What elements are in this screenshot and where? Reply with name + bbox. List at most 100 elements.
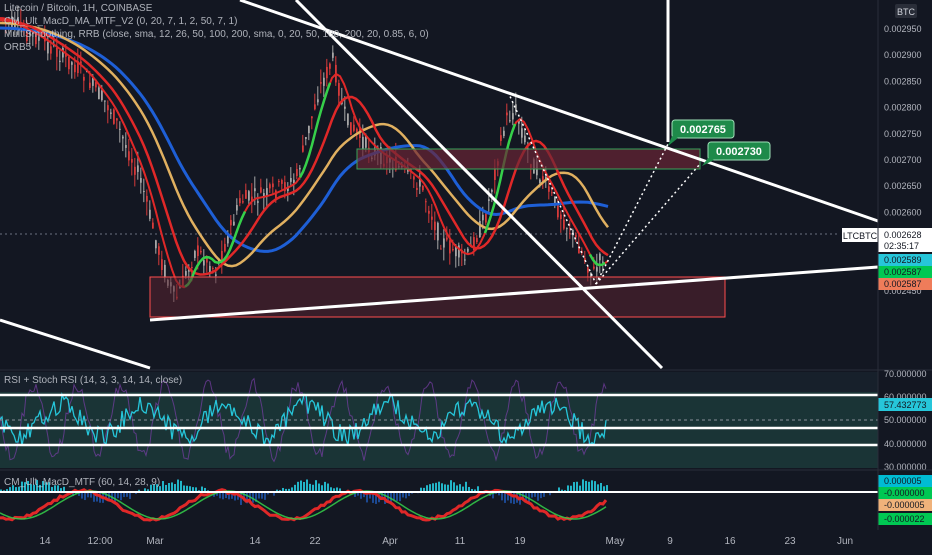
- macd-histogram-bar: [327, 484, 329, 492]
- currency-label: BTC: [897, 7, 916, 17]
- candle-body: [338, 83, 340, 96]
- candle-body: [437, 223, 439, 241]
- candle-body: [269, 184, 271, 188]
- price-tick-label: 0.002950: [884, 24, 922, 34]
- candle-body: [146, 196, 148, 202]
- candle-body: [59, 61, 61, 62]
- macd-histogram-bar: [222, 492, 224, 499]
- candle-body: [506, 113, 508, 116]
- candle-body: [464, 259, 466, 260]
- macd-badge-value: -0.000005: [884, 500, 925, 510]
- candle-body: [521, 128, 523, 137]
- candle-body: [185, 271, 187, 276]
- candle-body: [47, 42, 49, 53]
- price-tick-label: 0.002750: [884, 129, 922, 139]
- time-tick-label: 14: [249, 536, 261, 547]
- resistance-zone[interactable]: [357, 149, 700, 169]
- macd-histogram-bar: [537, 492, 539, 501]
- candle-body: [575, 235, 577, 237]
- macd-histogram-bar: [429, 484, 431, 492]
- candle-body: [485, 214, 487, 223]
- candle-body: [71, 62, 73, 65]
- candle-body: [74, 65, 76, 72]
- indicator-legend-3[interactable]: ORB5: [4, 42, 31, 53]
- candle-body: [347, 114, 349, 126]
- candle-body: [443, 238, 445, 247]
- candle-body: [569, 233, 571, 234]
- candle-body: [416, 188, 418, 190]
- candle-body: [149, 210, 151, 219]
- macd-histogram-bar: [435, 483, 437, 492]
- macd-histogram-bar: [396, 492, 398, 501]
- candle-body: [233, 222, 235, 226]
- indicator-legend-1[interactable]: CM_Ult_MacD_MA_MTF_V2 (0, 20, 7, 1, 2, 5…: [4, 16, 237, 27]
- candle-body: [134, 167, 136, 175]
- candle-body: [476, 238, 478, 242]
- macd-histogram-bar: [168, 483, 170, 492]
- rsi-legend[interactable]: RSI + Stoch RSI (14, 3, 3, 14, 14, close…: [4, 375, 182, 386]
- symbol-title[interactable]: Litecoin / Bitcoin, 1H, COINBASE: [4, 3, 152, 14]
- macd-histogram-bar: [165, 485, 167, 492]
- candle-body: [413, 176, 415, 179]
- macd-badge-value: 0.000005: [884, 476, 922, 486]
- candle-body: [113, 109, 115, 123]
- time-tick-label: Jun: [837, 536, 853, 547]
- candle-body: [428, 211, 430, 214]
- candle-body: [278, 181, 280, 182]
- macd-histogram-bar: [162, 481, 164, 492]
- candle-body: [512, 113, 514, 119]
- candle-body: [326, 67, 328, 78]
- candle-body: [242, 201, 244, 202]
- candle-body: [482, 215, 484, 220]
- candle-body: [209, 266, 211, 272]
- candle-body: [314, 104, 316, 109]
- candle-body: [56, 48, 58, 57]
- time-tick-label: 9: [667, 536, 673, 547]
- macd-histogram-bar: [252, 492, 254, 503]
- macd-legend[interactable]: CM_Ult_MacD_MTF (60, 14, 28, 9): [4, 477, 160, 488]
- indicator-legend-2[interactable]: MultiSmoothing, RRB (close, sma, 12, 26,…: [4, 29, 429, 40]
- current-price-value: 0.002628: [884, 230, 922, 240]
- candle-body: [68, 57, 70, 69]
- candle-body: [599, 254, 601, 261]
- candle-body: [89, 83, 91, 88]
- candle-body: [119, 129, 121, 130]
- candle-body: [491, 190, 493, 192]
- price-badge-value: 0.002589: [884, 255, 922, 265]
- macd-histogram-bar: [84, 492, 86, 500]
- candle-body: [539, 180, 541, 183]
- macd-histogram-bar: [177, 480, 179, 492]
- candle-body: [362, 137, 364, 149]
- macd-histogram-bar: [573, 482, 575, 492]
- candle-body: [524, 136, 526, 143]
- candle-body: [587, 267, 589, 272]
- candle-body: [422, 186, 424, 190]
- macd-histogram-bar: [426, 485, 428, 492]
- candle-body: [191, 267, 193, 268]
- candle-body: [593, 267, 595, 269]
- time-tick-label: 12:00: [87, 536, 112, 547]
- candle-body: [290, 178, 292, 182]
- candle-body: [155, 240, 157, 248]
- macd-badge-value: -0.000022: [884, 514, 925, 524]
- target-label-1-text: 0.002765: [680, 124, 726, 136]
- candle-body: [161, 259, 163, 270]
- macd-histogram-bar: [318, 484, 320, 492]
- candle-body: [224, 244, 226, 251]
- candle-body: [560, 215, 562, 219]
- time-tick-label: May: [606, 536, 625, 547]
- macd-axis[interactable]: 0.000005-0.000000-0.000005-0.000022: [878, 475, 932, 525]
- candle-body: [566, 228, 568, 229]
- macd-histogram-bar: [594, 481, 596, 492]
- candle-body: [212, 268, 214, 269]
- ticker-label: LTCBTC: [843, 231, 878, 241]
- candle-body: [197, 245, 199, 256]
- candle-body: [431, 217, 433, 220]
- time-tick-label: Mar: [146, 536, 164, 547]
- candle-body: [236, 205, 238, 211]
- macd-histogram-bar: [312, 485, 314, 492]
- macd-histogram-bar: [120, 492, 122, 500]
